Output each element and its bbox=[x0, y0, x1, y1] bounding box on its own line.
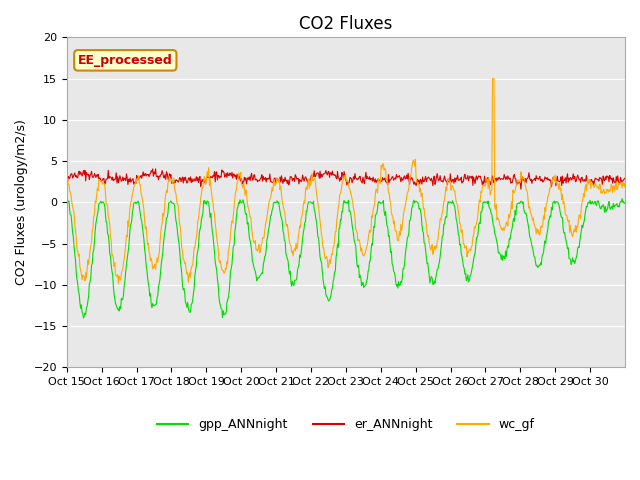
wc_gf bbox=[63, 178, 70, 183]
gpp_ANNnight bbox=[63, 199, 70, 205]
er_ANNnight bbox=[436, 177, 444, 182]
wc_gf bbox=[489, 76, 497, 82]
wc_gf bbox=[232, 189, 239, 194]
er_ANNnight bbox=[232, 172, 239, 178]
er_ANNnight bbox=[621, 175, 629, 181]
gpp_ANNnight bbox=[79, 315, 87, 321]
gpp_ANNnight bbox=[621, 200, 629, 205]
er_ANNnight bbox=[404, 170, 412, 176]
Legend: gpp_ANNnight, er_ANNnight, wc_gf: gpp_ANNnight, er_ANNnight, wc_gf bbox=[152, 413, 540, 436]
Line: er_ANNnight: er_ANNnight bbox=[67, 169, 625, 189]
wc_gf bbox=[436, 224, 444, 230]
wc_gf bbox=[115, 281, 122, 287]
Title: CO2 Fluxes: CO2 Fluxes bbox=[300, 15, 392, 33]
er_ANNnight bbox=[63, 174, 70, 180]
er_ANNnight bbox=[280, 179, 288, 184]
wc_gf bbox=[621, 184, 629, 190]
Text: EE_processed: EE_processed bbox=[78, 54, 173, 67]
wc_gf bbox=[404, 189, 412, 194]
er_ANNnight bbox=[259, 173, 267, 179]
Y-axis label: CO2 Fluxes (urology/m2/s): CO2 Fluxes (urology/m2/s) bbox=[15, 120, 28, 285]
er_ANNnight bbox=[517, 186, 525, 192]
gpp_ANNnight bbox=[259, 262, 267, 268]
gpp_ANNnight bbox=[618, 196, 626, 202]
Line: gpp_ANNnight: gpp_ANNnight bbox=[67, 199, 625, 318]
wc_gf bbox=[280, 208, 288, 214]
gpp_ANNnight bbox=[129, 206, 137, 212]
gpp_ANNnight bbox=[232, 223, 239, 228]
gpp_ANNnight bbox=[280, 238, 288, 243]
wc_gf bbox=[259, 235, 267, 241]
Line: wc_gf: wc_gf bbox=[67, 79, 625, 284]
gpp_ANNnight bbox=[436, 259, 444, 265]
er_ANNnight bbox=[129, 177, 136, 182]
gpp_ANNnight bbox=[404, 234, 412, 240]
er_ANNnight bbox=[152, 166, 159, 172]
wc_gf bbox=[129, 189, 137, 195]
